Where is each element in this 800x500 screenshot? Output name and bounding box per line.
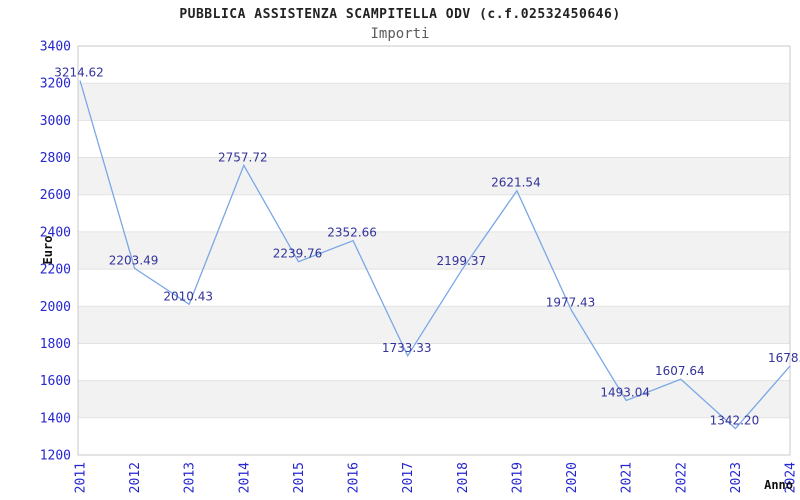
x-axis-tick-label: 2018 [456, 462, 471, 493]
data-point-label: 2352.66 [327, 226, 377, 240]
data-point-label: 1733.33 [382, 341, 432, 355]
data-point-label: 1342.20 [710, 414, 760, 428]
x-axis-tick-label: 2021 [620, 462, 635, 493]
x-axis-tick-label: 2023 [729, 462, 744, 493]
x-axis-tick-label: 2022 [674, 462, 689, 493]
y-axis-tick-label: 2800 [40, 151, 71, 166]
data-point-label: 1977.43 [546, 296, 596, 310]
x-axis-tick-label: 2024 [784, 462, 799, 493]
chart-title: PUBBLICA ASSISTENZA SCAMPITELLA ODV (c.f… [179, 7, 621, 22]
x-axis-tick-label: 2017 [401, 462, 416, 493]
x-axis-tick-label: 2019 [510, 462, 525, 493]
x-axis-title: Anno [764, 478, 793, 492]
data-point-label: 1607.64 [655, 364, 705, 378]
data-line [79, 80, 791, 430]
data-point-label: 2621.54 [491, 176, 541, 190]
data-point-label: 2203.49 [109, 253, 159, 267]
x-axis-tick-label: 2016 [347, 462, 362, 493]
data-point-label: 2239.76 [273, 247, 323, 261]
y-axis-tick-label: 1800 [40, 337, 71, 352]
x-axis-tick-label: 2013 [183, 462, 198, 493]
chart-subtitle: Importi [370, 26, 430, 42]
y-axis-tick-label: 2600 [40, 188, 71, 203]
band [78, 83, 790, 121]
data-point-label: 2757.72 [218, 150, 268, 164]
x-axis-tick-label: 2015 [292, 462, 307, 493]
x-axis-tick-label: 2020 [565, 462, 580, 493]
y-axis-title: Euro [41, 236, 55, 265]
y-axis-tick-label: 3000 [40, 114, 71, 129]
x-axis-tick-label: 2012 [128, 462, 143, 493]
y-axis-tick-label: 2200 [40, 263, 71, 278]
y-axis-tick-label: 3200 [40, 77, 71, 92]
y-axis-tick-label: 1200 [40, 449, 71, 464]
plot-border [77, 45, 791, 456]
data-point-label: 2199.37 [436, 254, 486, 268]
data-point-label: 1678.4 [768, 351, 800, 365]
y-axis-tick-label: 3400 [40, 40, 71, 55]
band [78, 306, 790, 344]
y-axis-tick-label: 2400 [40, 225, 71, 240]
x-axis-tick-label: 2011 [74, 462, 89, 493]
band [78, 380, 790, 418]
data-point-label: 3214.62 [54, 66, 104, 80]
x-axis-tick-label: 2014 [237, 462, 252, 493]
y-axis-tick-label: 1600 [40, 374, 71, 389]
data-point-label: 1493.04 [600, 386, 650, 400]
y-axis-tick-label: 2000 [40, 300, 71, 315]
y-axis-tick-label: 1400 [40, 411, 71, 426]
data-point-label: 2010.43 [163, 289, 213, 303]
band [78, 157, 790, 195]
band [78, 231, 790, 270]
